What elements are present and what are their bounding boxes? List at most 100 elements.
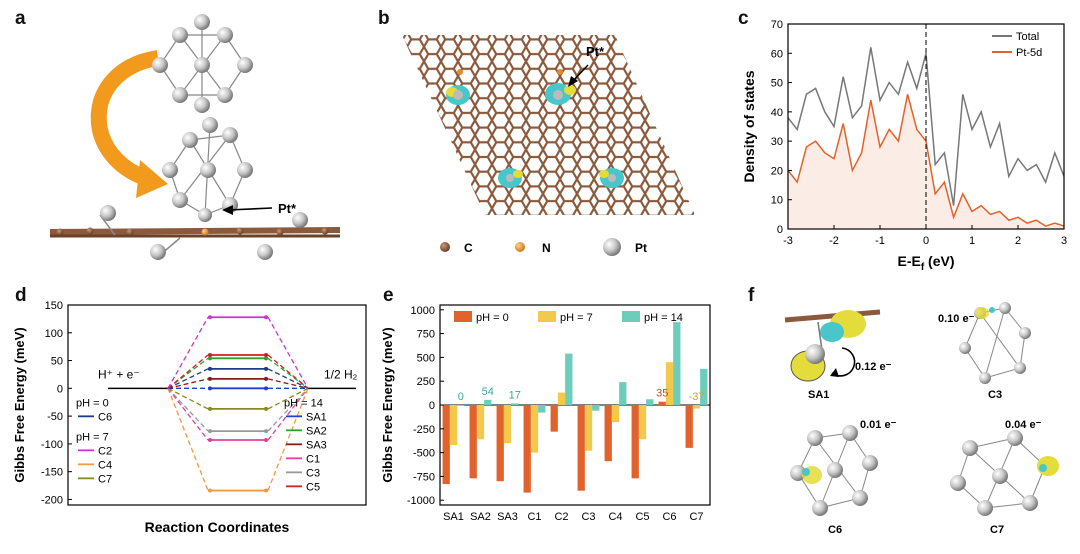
bar (496, 405, 504, 482)
level-marker (264, 406, 268, 411)
transition-dash (267, 378, 309, 389)
legend-label: C6 (98, 411, 112, 423)
graphene-sheet (402, 35, 695, 215)
bar (631, 405, 639, 479)
category-label: C7 (689, 511, 703, 523)
y-tick-label: 70 (771, 19, 783, 31)
bar (511, 403, 519, 405)
bar (476, 405, 485, 440)
level-marker (208, 386, 212, 391)
pt-star-arrow (227, 207, 273, 211)
level-marker (264, 376, 268, 381)
level-marker (264, 353, 268, 357)
transition-dash (267, 387, 309, 441)
bar (565, 353, 573, 405)
legend-label: pH = 14 (644, 312, 683, 324)
y-tick-label: 10 (771, 195, 783, 207)
bar (538, 405, 546, 413)
initial-state-label: H⁺ + e⁻ (98, 367, 140, 381)
legend-label: SA3 (306, 439, 327, 451)
y-tick-label: -1000 (407, 495, 435, 507)
level-marker (264, 488, 268, 493)
y-tick-label: -750 (413, 471, 435, 483)
bar (557, 392, 566, 405)
y-tick-label: 0 (777, 224, 783, 236)
panel-label-e: e (383, 285, 394, 306)
category-label: C4 (608, 511, 622, 523)
bar (700, 368, 708, 405)
cluster-bottom (162, 117, 253, 222)
level-marker (264, 356, 268, 361)
bar (584, 405, 593, 451)
c3-charge: 0.10 e⁻ (938, 313, 975, 325)
x-axis-title: Reaction Coordinates (145, 519, 290, 535)
category-label: SA3 (497, 511, 518, 523)
panel-f-illustration: 0.12 e⁻ SA1 0.10 e⁻ C3 0.01 e⁻ C6 (784, 302, 1059, 536)
bar (449, 405, 458, 445)
legend-label: Total (1016, 31, 1039, 43)
y-tick-label: 50 (771, 78, 783, 90)
transition-dash (267, 387, 309, 432)
panel-b-illustration: Pt* C N Pt (402, 35, 695, 256)
y-tick-label: 750 (417, 329, 435, 341)
c7-label: C7 (990, 524, 1004, 536)
bar (658, 401, 666, 405)
nitrogen-legend-icon (515, 242, 525, 252)
y-tick-label: 60 (771, 48, 783, 60)
x-tick-label: -1 (875, 235, 885, 247)
level-marker (208, 356, 212, 361)
data-label: 0 (458, 391, 464, 403)
level-marker (264, 366, 268, 371)
y-tick-label: -50 (47, 411, 63, 423)
legend-label: C2 (98, 445, 112, 457)
bar (442, 405, 450, 485)
x-tick-label: 3 (1061, 235, 1067, 247)
x-tick-label: 0 (923, 235, 929, 247)
transition-dash (267, 388, 309, 491)
category-label: SA1 (443, 511, 464, 523)
bar (638, 405, 647, 440)
x-tick-label: 1 (969, 235, 975, 247)
legend-swatch (538, 311, 556, 322)
legend-label: C7 (98, 473, 112, 485)
legend-swatch (454, 311, 472, 322)
bar (469, 405, 477, 479)
panel-label-c: c (738, 8, 749, 29)
y-tick-label: 20 (771, 165, 783, 177)
c6-label: C6 (828, 524, 842, 536)
x-tick-label: -2 (829, 235, 839, 247)
bar (692, 405, 701, 409)
transition-dash (267, 316, 309, 389)
bar (604, 405, 612, 462)
bar (550, 405, 558, 432)
level-marker (208, 315, 212, 320)
transition-dash (167, 387, 209, 441)
migration-arrowhead (136, 160, 168, 198)
y-tick-label: -250 (413, 424, 435, 436)
cdd-blob-2 (545, 83, 576, 105)
x-tick-label: 2 (1015, 235, 1021, 247)
y-tick-label: -150 (41, 467, 63, 479)
panel-label-b: b (378, 8, 390, 29)
level-marker (208, 366, 212, 371)
category-label: C3 (581, 511, 595, 523)
legend-label: C4 (98, 459, 112, 471)
legend-nitrogen-label: N (542, 241, 551, 255)
gibbs-bar-chart: SA1 SA2 SA3 C1 C2 C3 C4 C5 C6 C7 0 54 17 35 -37 -1000 -7… (380, 304, 711, 523)
y-tick-label: -500 (413, 448, 435, 460)
legend-label: C5 (306, 481, 320, 493)
transition-dash (167, 378, 209, 389)
y-tick-label: 100 (45, 328, 63, 340)
legend-pt-label: Pt (635, 241, 647, 255)
bar (646, 399, 654, 405)
level-marker (208, 429, 212, 434)
legend-swatch (622, 311, 640, 322)
legend-group-title: pH = 14 (284, 397, 323, 409)
transition-dash (167, 387, 209, 410)
sa1-label: SA1 (808, 389, 829, 401)
structure-sa1 (784, 309, 881, 382)
diagram-frame (67, 304, 367, 506)
legend-group-title: pH = 0 (76, 397, 109, 409)
y-axis-title: Gibbs Free Energy (meV) (380, 327, 395, 482)
